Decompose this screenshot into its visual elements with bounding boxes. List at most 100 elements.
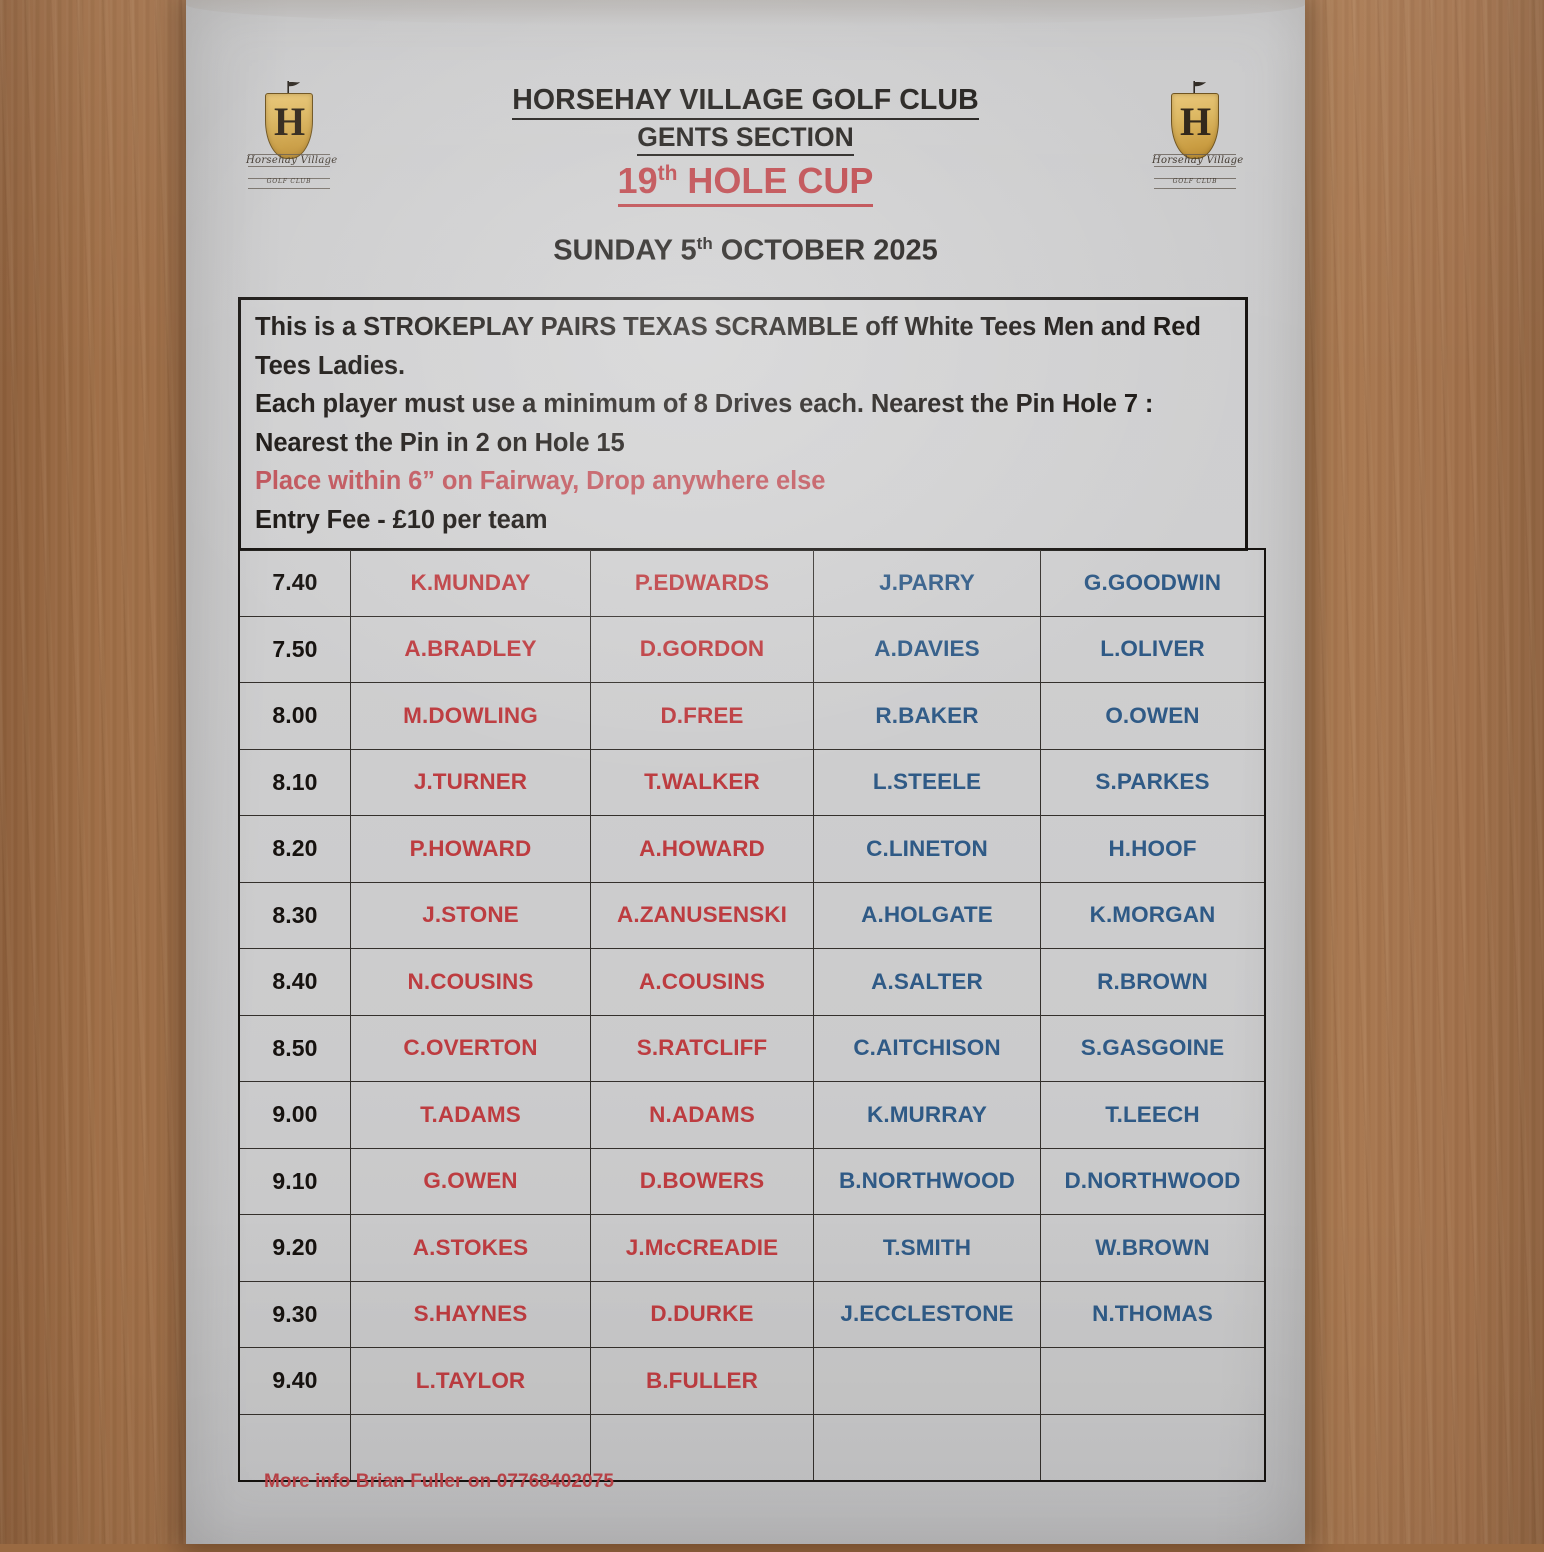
event-date-heading: SUNDAY 5th OCTOBER 2025 — [186, 234, 1305, 268]
player-name-cell: S.RATCLIFF — [591, 1015, 814, 1082]
player-name-cell: K.MUNDAY — [351, 549, 591, 616]
player-name-cell: A.STOKES — [351, 1215, 591, 1282]
date-ordinal: th — [697, 234, 713, 253]
player-name-cell: D.DURKE — [591, 1281, 814, 1348]
player-name-cell: D.NORTHWOOD — [1041, 1148, 1266, 1215]
player-name-cell: G.GOODWIN — [1041, 549, 1266, 616]
player-name-cell — [1041, 1414, 1266, 1481]
tee-time-cell: 8.30 — [239, 882, 351, 949]
rules-line: This is a STROKEPLAY PAIRS TEXAS SCRAMBL… — [255, 308, 1233, 347]
player-name-cell: M.DOWLING — [351, 683, 591, 750]
tee-time-cell: 7.50 — [239, 616, 351, 683]
player-name-cell: L.STEELE — [814, 749, 1041, 816]
player-name-cell: T.SMITH — [814, 1215, 1041, 1282]
section-text: GENTS SECTION — [637, 122, 853, 156]
player-name-cell: A.HOWARD — [591, 816, 814, 883]
tee-time-cell: 7.40 — [239, 549, 351, 616]
player-name-cell: N.COUSINS — [351, 949, 591, 1016]
player-name-cell: G.OWEN — [351, 1148, 591, 1215]
player-name-cell: T.LEECH — [1041, 1082, 1266, 1149]
player-name-cell: N.ADAMS — [591, 1082, 814, 1149]
tee-time-cell: 9.20 — [239, 1215, 351, 1282]
event-ordinal: th — [658, 162, 678, 185]
event-name: HOLE CUP — [677, 160, 873, 201]
player-name-cell: C.AITCHISON — [814, 1015, 1041, 1082]
event-number: 19 — [618, 160, 658, 201]
competition-rules-box: This is a STROKEPLAY PAIRS TEXAS SCRAMBL… — [238, 297, 1248, 551]
player-name-cell: K.MORGAN — [1041, 882, 1266, 949]
tee-time-cell: 9.40 — [239, 1348, 351, 1415]
player-name-cell: A.COUSINS — [591, 949, 814, 1016]
player-name-cell: T.ADAMS — [351, 1082, 591, 1149]
tee-time-cell: 8.20 — [239, 816, 351, 883]
player-name-cell: B.FULLER — [591, 1348, 814, 1415]
player-name-cell: P.HOWARD — [351, 816, 591, 883]
tee-time-cell: 9.30 — [239, 1281, 351, 1348]
player-name-cell: S.GASGOINE — [1041, 1015, 1266, 1082]
notice-content: H Horsehay Village GOLF CLUB H Ho — [186, 0, 1305, 1544]
player-name-cell — [814, 1414, 1041, 1481]
player-name-cell: A.ZANUSENSKI — [591, 882, 814, 949]
player-name-cell: W.BROWN — [1041, 1215, 1266, 1282]
tee-time-cell: 8.50 — [239, 1015, 351, 1082]
player-name-cell: C.LINETON — [814, 816, 1041, 883]
player-name-cell — [591, 1414, 814, 1481]
tee-time-cell: 8.00 — [239, 683, 351, 750]
club-name-text: HORSEHAY VILLAGE GOLF CLUB — [512, 84, 979, 120]
player-name-cell: D.GORDON — [591, 616, 814, 683]
rules-line: Nearest the Pin in 2 on Hole 15 — [255, 424, 1233, 463]
section-heading: GENTS SECTION — [186, 122, 1305, 156]
player-name-cell: K.MURRAY — [814, 1082, 1041, 1149]
player-name-cell: R.BAKER — [814, 683, 1041, 750]
player-name-cell: P.EDWARDS — [591, 549, 814, 616]
player-name-cell: J.PARRY — [814, 549, 1041, 616]
rules-line: Each player must use a minimum of 8 Driv… — [255, 385, 1233, 424]
player-name-cell: J.STONE — [351, 882, 591, 949]
date-prefix: SUNDAY 5 — [553, 235, 696, 267]
player-name-cell: C.OVERTON — [351, 1015, 591, 1082]
tee-time-cell: 8.40 — [239, 949, 351, 1016]
event-title-heading: 19th HOLE CUP — [186, 160, 1305, 207]
rules-line: Place within 6” on Fairway, Drop anywher… — [255, 462, 1233, 501]
tee-time-cell: 8.10 — [239, 749, 351, 816]
player-name-cell: O.OWEN — [1041, 683, 1266, 750]
player-name-cell: L.TAYLOR — [351, 1348, 591, 1415]
player-name-cell: N.THOMAS — [1041, 1281, 1266, 1348]
player-name-cell: S.HAYNES — [351, 1281, 591, 1348]
player-name-cell: J.ECCLESTONE — [814, 1281, 1041, 1348]
player-name-cell — [814, 1348, 1041, 1415]
player-name-cell: A.SALTER — [814, 949, 1041, 1016]
player-name-cell: D.FREE — [591, 683, 814, 750]
contact-note: More info Brian Fuller on 07768402075 — [264, 1471, 614, 1493]
printed-notice-sheet: H Horsehay Village GOLF CLUB H Ho — [186, 0, 1305, 1544]
player-name-cell: J.McCREADIE — [591, 1215, 814, 1282]
tee-time-cell: 9.10 — [239, 1148, 351, 1215]
club-name-heading: HORSEHAY VILLAGE GOLF CLUB — [186, 84, 1305, 120]
player-name-cell: A.HOLGATE — [814, 882, 1041, 949]
player-name-cell: J.TURNER — [351, 749, 591, 816]
player-name-cell: H.HOOF — [1041, 816, 1266, 883]
tee-time-cell: 9.00 — [239, 1082, 351, 1149]
event-title-text: 19th HOLE CUP — [618, 160, 874, 207]
player-name-cell: T.WALKER — [591, 749, 814, 816]
rules-line: Entry Fee - £10 per team — [255, 501, 1233, 540]
player-name-cell: L.OLIVER — [1041, 616, 1266, 683]
date-suffix: OCTOBER 2025 — [713, 235, 938, 267]
player-name-cell — [1041, 1348, 1266, 1415]
player-name-cell: D.BOWERS — [591, 1148, 814, 1215]
player-name-cell: S.PARKES — [1041, 749, 1266, 816]
